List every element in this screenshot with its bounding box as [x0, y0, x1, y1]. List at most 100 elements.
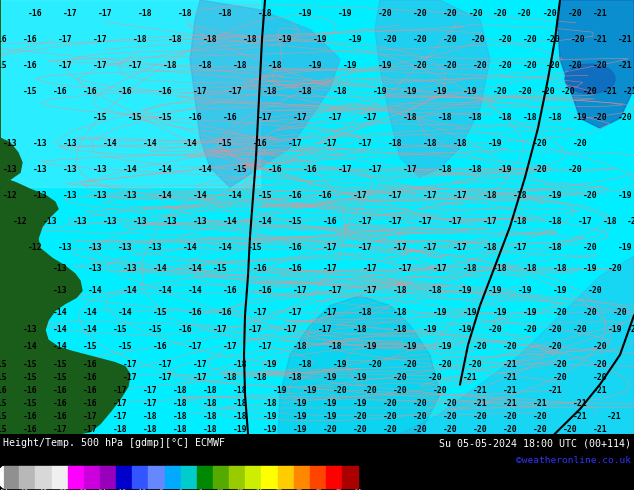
- Text: -13: -13: [103, 217, 117, 226]
- Bar: [326, 466, 342, 488]
- Text: 48: 48: [335, 489, 342, 490]
- Text: -19: -19: [347, 34, 362, 44]
- Text: -14: -14: [228, 191, 242, 199]
- Text: -19: -19: [353, 373, 367, 382]
- Text: -14: -14: [217, 243, 232, 252]
- Text: -14: -14: [53, 325, 67, 334]
- Text: -16: -16: [188, 308, 202, 317]
- Text: -20: -20: [593, 61, 607, 70]
- Text: -20: -20: [546, 61, 560, 70]
- Text: -21: -21: [593, 8, 607, 18]
- Text: -18: -18: [172, 425, 187, 434]
- Text: -17: -17: [158, 360, 172, 369]
- Text: -16: -16: [217, 308, 232, 317]
- Text: -19: -19: [262, 425, 277, 434]
- Text: -19: -19: [323, 399, 337, 408]
- Text: -20: -20: [560, 87, 575, 96]
- Text: -12: -12: [28, 243, 42, 252]
- Text: -19: -19: [293, 412, 307, 421]
- Text: -15: -15: [0, 399, 8, 408]
- Text: -16: -16: [288, 243, 302, 252]
- Text: -16: -16: [82, 87, 97, 96]
- Text: -18: -18: [603, 217, 618, 226]
- Text: -16: -16: [82, 386, 97, 395]
- Text: -21: -21: [503, 373, 517, 382]
- Text: 42: 42: [315, 489, 322, 490]
- Text: -18: -18: [203, 386, 217, 395]
- Text: -18: -18: [513, 191, 527, 199]
- Text: -54: -54: [0, 489, 9, 490]
- Text: -17: -17: [318, 325, 332, 334]
- Text: -16: -16: [118, 87, 133, 96]
- Bar: [229, 466, 245, 488]
- Text: -18: -18: [217, 8, 232, 18]
- Text: -18: -18: [328, 343, 342, 351]
- Text: -18: -18: [298, 360, 313, 369]
- Text: -18: -18: [493, 265, 507, 273]
- Text: -16: -16: [23, 412, 37, 421]
- Text: -18: -18: [437, 113, 452, 122]
- Text: -17: -17: [423, 191, 437, 199]
- Bar: [148, 466, 165, 488]
- Text: -14: -14: [158, 191, 172, 199]
- Text: -20: -20: [428, 373, 443, 382]
- Text: -17: -17: [58, 34, 72, 44]
- Text: 12: 12: [217, 489, 224, 490]
- Text: -13: -13: [123, 265, 138, 273]
- Text: -19: -19: [323, 412, 337, 421]
- Text: -20: -20: [503, 343, 517, 351]
- Text: -20: -20: [383, 412, 398, 421]
- Text: -17: -17: [398, 265, 412, 273]
- Text: -18: -18: [233, 386, 247, 395]
- Text: -13: -13: [63, 139, 77, 147]
- Text: -13: -13: [93, 165, 107, 173]
- Text: -20: -20: [368, 360, 382, 369]
- Text: -15: -15: [0, 360, 8, 369]
- Text: -19: -19: [373, 87, 387, 96]
- Text: -16: -16: [257, 286, 273, 295]
- Text: -19: -19: [437, 343, 452, 351]
- Text: -18: -18: [403, 113, 417, 122]
- Text: -17: -17: [257, 343, 273, 351]
- Text: -17: -17: [368, 165, 382, 173]
- Text: -18: -18: [203, 399, 217, 408]
- Text: -15: -15: [0, 61, 8, 70]
- Polygon shape: [0, 0, 22, 179]
- Text: -18: -18: [553, 265, 567, 273]
- Text: -20: -20: [593, 113, 607, 122]
- Text: -19: -19: [432, 308, 448, 317]
- Text: -16: -16: [323, 217, 337, 226]
- Text: -17: -17: [158, 373, 172, 382]
- Text: -16: -16: [0, 34, 8, 44]
- Text: -18: -18: [233, 412, 247, 421]
- Text: -15: -15: [118, 343, 133, 351]
- Text: -18: -18: [288, 373, 302, 382]
- Polygon shape: [558, 0, 634, 128]
- Text: -14: -14: [183, 243, 197, 252]
- Text: -17: -17: [323, 243, 337, 252]
- Text: -16: -16: [268, 165, 282, 173]
- Text: -14: -14: [188, 265, 202, 273]
- Text: -19: -19: [553, 286, 567, 295]
- Text: -21: -21: [593, 34, 607, 44]
- Bar: [68, 466, 84, 488]
- Text: -19: -19: [463, 308, 477, 317]
- Text: 24: 24: [256, 489, 263, 490]
- Text: -17: -17: [358, 243, 372, 252]
- Text: -19: -19: [618, 243, 632, 252]
- Text: -17: -17: [293, 113, 307, 122]
- Text: -16: -16: [53, 87, 67, 96]
- Text: -17: -17: [387, 191, 403, 199]
- Text: -17: -17: [403, 165, 417, 173]
- Text: -18: -18: [298, 87, 313, 96]
- Text: -20: -20: [498, 34, 512, 44]
- Text: -15: -15: [248, 243, 262, 252]
- Text: -18: -18: [198, 61, 212, 70]
- Text: -15: -15: [217, 139, 232, 147]
- Bar: [294, 466, 310, 488]
- Text: Su 05-05-2024 18:00 UTC (00+114): Su 05-05-2024 18:00 UTC (00+114): [439, 438, 631, 448]
- Text: -18: -18: [468, 165, 482, 173]
- Text: -18: -18: [333, 87, 347, 96]
- Text: -18: -18: [387, 139, 403, 147]
- Text: -20: -20: [626, 217, 634, 226]
